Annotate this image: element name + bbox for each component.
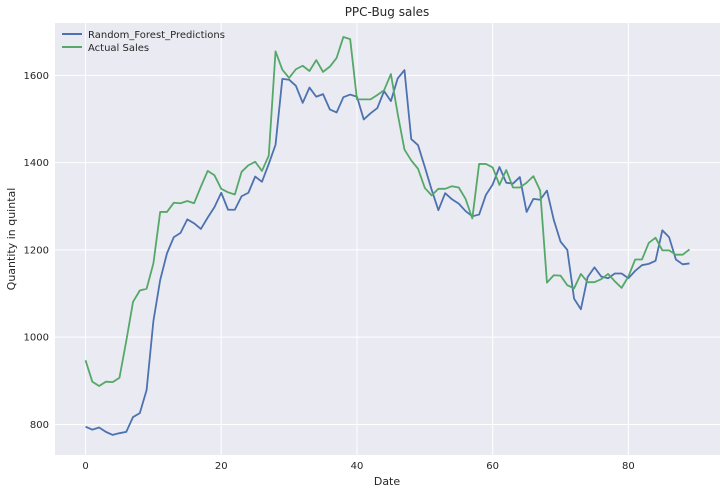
y-tick-labels: 800 1000 1200 1400 1600 — [24, 71, 49, 431]
x-tick-label: 80 — [622, 461, 635, 472]
x-tick-label: 20 — [215, 461, 228, 472]
y-tick-label: 800 — [30, 420, 49, 431]
x-axis-label: Date — [374, 475, 401, 488]
y-axis-label: Quantity in quintal — [5, 188, 18, 291]
plot-area — [55, 23, 720, 455]
y-tick-label: 1200 — [24, 245, 49, 256]
x-tick-label: 60 — [486, 461, 499, 472]
x-tick-label: 0 — [82, 461, 88, 472]
series-line-predictions — [85, 69, 690, 436]
series-group — [84, 36, 691, 436]
legend-label-actual: Actual Sales — [88, 43, 149, 54]
y-tick-label: 1000 — [24, 333, 49, 344]
legend: Random_Forest_Predictions Actual Sales — [62, 30, 225, 54]
legend-label-predictions: Random_Forest_Predictions — [88, 30, 225, 41]
x-tick-labels: 0 20 40 60 80 — [82, 461, 634, 472]
series-line-actual — [84, 36, 691, 387]
y-tick-label: 1600 — [24, 71, 49, 82]
x-tick-label: 40 — [351, 461, 364, 472]
y-tick-label: 1400 — [24, 158, 49, 169]
chart-title: PPC-Bug sales — [345, 5, 430, 19]
